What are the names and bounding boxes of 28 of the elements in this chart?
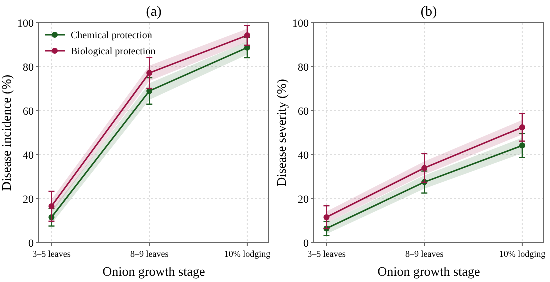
chart-title: (a) — [146, 5, 162, 20]
y-axis-title: Disease incidence (%) — [0, 74, 14, 192]
y-tick-label: 40 — [298, 150, 310, 162]
y-tick-label: 40 — [23, 150, 34, 162]
x-tick-label: 3–5 leaves — [308, 249, 346, 259]
x-axis-title: Onion growth stage — [378, 264, 480, 279]
x-tick-label: 8–9 leaves — [130, 249, 170, 259]
y-tick-label: 60 — [23, 106, 34, 118]
y-axis-title: Disease severity (%) — [274, 79, 289, 187]
point — [146, 70, 153, 76]
x-tick-label: 8–9 leaves — [405, 249, 444, 259]
y-tick-label: 0 — [28, 238, 34, 250]
x-axis-title: Onion growth stage — [102, 264, 206, 279]
y-tick-label: 20 — [23, 194, 34, 206]
x-tick-label: 10% lodging — [224, 249, 272, 259]
y-tick-label: 0 — [304, 238, 310, 250]
legend-label: Chemical protection — [71, 30, 152, 42]
y-tick-label: 100 — [18, 18, 34, 30]
point — [519, 124, 526, 130]
x-tick-label: 3–5 leaves — [32, 249, 72, 259]
y-tick-label: 60 — [298, 106, 310, 118]
x-tick-label: 10% lodging — [499, 249, 546, 259]
y-tick-label: 100 — [292, 18, 310, 30]
chart-title: (b) — [420, 5, 438, 20]
y-tick-label: 80 — [298, 62, 310, 74]
legend-label: Biological protection — [71, 46, 156, 58]
y-tick-label: 80 — [23, 62, 34, 74]
y-tick-label: 20 — [298, 194, 310, 206]
